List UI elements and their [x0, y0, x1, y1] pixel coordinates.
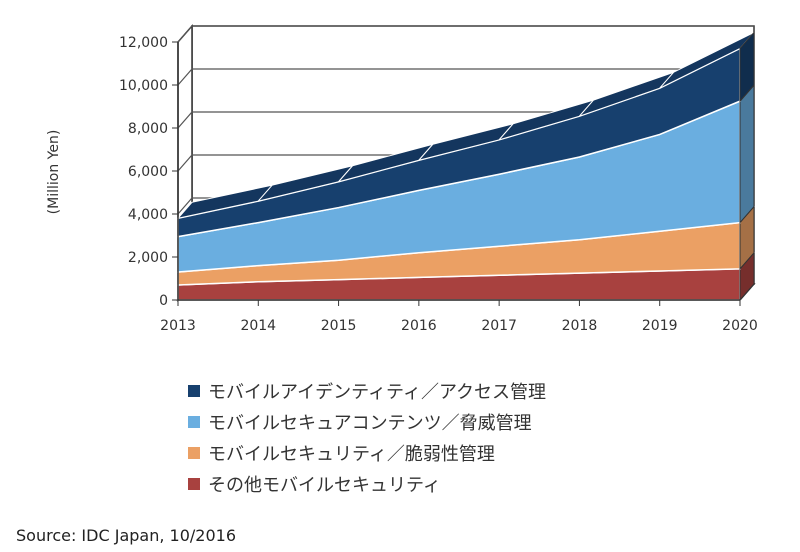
- x-tick-label: 2014: [240, 318, 276, 334]
- legend-label: モバイルアイデンティティ／アクセス管理: [208, 382, 547, 403]
- source-note: Source: IDC Japan, 10/2016: [16, 526, 236, 545]
- gridline: [177, 25, 754, 43]
- x-tick-label: 2018: [562, 318, 598, 334]
- y-tick-label: 10,000: [119, 78, 168, 94]
- x-axis-ticks: 2013 2014 2015 2016 2017 2018 2019 2020: [160, 300, 758, 334]
- legend-item-secure-content-threat: モバイルセキュアコンテンツ／脅威管理: [188, 409, 546, 435]
- legend-label: その他モバイルセキュリティ: [208, 475, 441, 496]
- legend-swatch: [188, 416, 200, 428]
- chart-areas: [176, 31, 756, 302]
- x-tick-label: 2017: [481, 318, 517, 334]
- area-side-2: [739, 83, 755, 224]
- y-axis-ticks: 0 2,000 4,000 6,000 8,000 10,000 12,000: [119, 35, 178, 309]
- x-tick-label: 2019: [642, 318, 678, 334]
- legend-swatch: [188, 447, 200, 459]
- y-axis-label: (Million Yen): [46, 130, 62, 215]
- y-tick-label: 12,000: [119, 35, 168, 51]
- y-tick-label: 8,000: [128, 121, 168, 137]
- area-side-3: [739, 31, 755, 103]
- legend-label: モバイルセキュリティ／脆弱性管理: [208, 444, 495, 465]
- gridline: [177, 68, 754, 86]
- y-tick-label: 6,000: [128, 164, 168, 180]
- x-tick-label: 2020: [722, 318, 758, 334]
- legend-swatch: [188, 385, 200, 397]
- legend-label: モバイルセキュアコンテンツ／脅威管理: [208, 413, 532, 434]
- x-tick-label: 2016: [401, 318, 437, 334]
- y-tick-label: 0: [159, 293, 168, 309]
- y-tick-label: 4,000: [128, 207, 168, 223]
- x-tick-label: 2013: [160, 318, 196, 334]
- chart-legend: モバイルアイデンティティ／アクセス管理 モバイルセキュアコンテンツ／脅威管理 モ…: [188, 378, 546, 502]
- y-tick-label: 2,000: [128, 250, 168, 266]
- x-tick-label: 2015: [321, 318, 357, 334]
- legend-item-other: その他モバイルセキュリティ: [188, 471, 546, 497]
- legend-item-vulnerability: モバイルセキュリティ／脆弱性管理: [188, 440, 546, 466]
- legend-item-identity-access: モバイルアイデンティティ／アクセス管理: [188, 378, 546, 404]
- legend-swatch: [188, 478, 200, 490]
